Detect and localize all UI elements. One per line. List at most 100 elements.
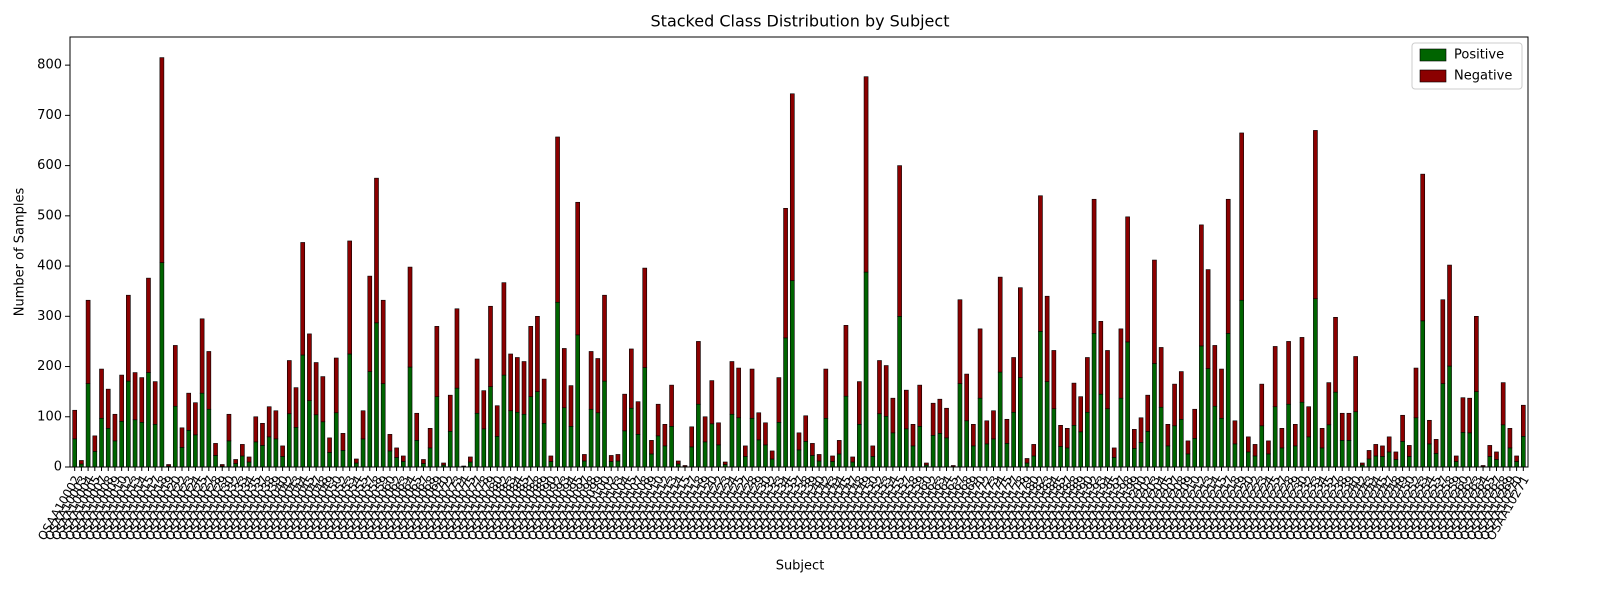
bar-segment [1004,418,1010,444]
bar-segment [883,365,889,417]
bar-segment [206,408,212,468]
bar-segment [1299,337,1305,403]
bar-segment [407,366,413,468]
chart-title: Stacked Class Distribution by Subject [651,12,950,31]
bar-segment [354,462,359,468]
bar-segment [300,354,306,468]
bar-segment [709,423,715,468]
bar-segment [964,373,969,422]
bar-segment [783,207,788,339]
legend-swatch [1419,69,1447,83]
bar-segment [1152,363,1157,468]
bar-segment [219,464,225,467]
bar-segment [213,455,218,468]
bar-segment [870,456,876,468]
bar-segment [152,424,158,468]
bar-segment [1205,368,1211,468]
bar-segment [374,177,379,324]
bar-segment [783,337,788,468]
bar-segment [414,412,420,441]
bar-segment [615,460,621,468]
bar-segment [669,384,674,427]
bar-segment [575,201,580,336]
bar-segment [1373,444,1379,457]
bar-segment [126,380,131,468]
bar-segment [816,460,822,468]
bar-segment [635,434,641,468]
bar-segment [937,398,943,434]
bar-segment [280,456,285,468]
bar-segment [1038,195,1043,332]
bar-segment [1380,445,1385,457]
bar-segment [1326,424,1332,468]
bar-segment [816,454,822,462]
bar-segment [474,358,480,414]
bar-segment [266,436,272,468]
legend-label: Negative [1454,69,1512,84]
bar-segment [1024,458,1030,464]
bar-segment [910,424,916,447]
bar-segment [1192,408,1197,439]
bar-segment [763,444,768,468]
bar-segment [655,435,661,468]
bar-segment [1252,455,1258,468]
bar-segment [561,407,567,468]
bar-segment [1474,391,1479,468]
bar-segment [756,412,762,441]
bar-segment [1152,259,1157,364]
bar-segment [1292,424,1298,447]
bar-segment [320,376,326,423]
bar-segment [1339,440,1345,468]
bar-segment [340,433,346,451]
bar-segment [1474,315,1479,392]
bar-segment [347,353,352,468]
bar-segment [99,417,104,468]
bar-segment [1373,455,1379,468]
bar-segment [1004,443,1010,468]
bar-segment [421,463,426,468]
bar-segment [823,417,829,468]
bar-segment [159,57,165,263]
bar-segment [1514,461,1519,468]
bar-segment [588,351,594,410]
bar-segment [1011,357,1016,413]
bar-segment [427,447,433,468]
bar-segment [588,408,594,468]
bar-segment [320,421,326,468]
bar-segment [1085,411,1090,468]
bar-segment [1178,371,1184,420]
bar-segment [454,387,460,468]
bar-segment [1158,347,1164,408]
bar-segment [1239,299,1244,468]
bar-segment [870,445,876,457]
bar-segment [468,461,473,468]
bar-segment [843,395,849,468]
bar-segment [1031,444,1037,457]
bar-segment [179,447,185,468]
bar-segment [1306,406,1312,438]
bar-segment [132,419,138,468]
bar-segment [984,443,990,468]
bar-segment [789,280,795,468]
bar-segment [1400,441,1405,468]
bar-segment [1286,341,1291,405]
bar-segment [823,368,829,419]
bar-segment [971,424,976,447]
bar-segment [897,315,902,468]
bar-segment [501,282,507,376]
bar-segment [280,445,285,457]
bar-segment [830,461,835,468]
bar-segment [1339,412,1345,441]
bar-segment [1427,443,1432,468]
bar-segment [675,460,681,465]
bar-segment [635,401,641,435]
bar-segment [796,432,802,451]
bar-segment [1044,381,1050,468]
bar-segment [240,444,245,457]
bar-segment [1413,367,1419,419]
bar-segment [481,428,487,468]
bar-segment [1199,224,1204,347]
bar-segment [696,341,701,405]
bar-segment [172,405,178,468]
